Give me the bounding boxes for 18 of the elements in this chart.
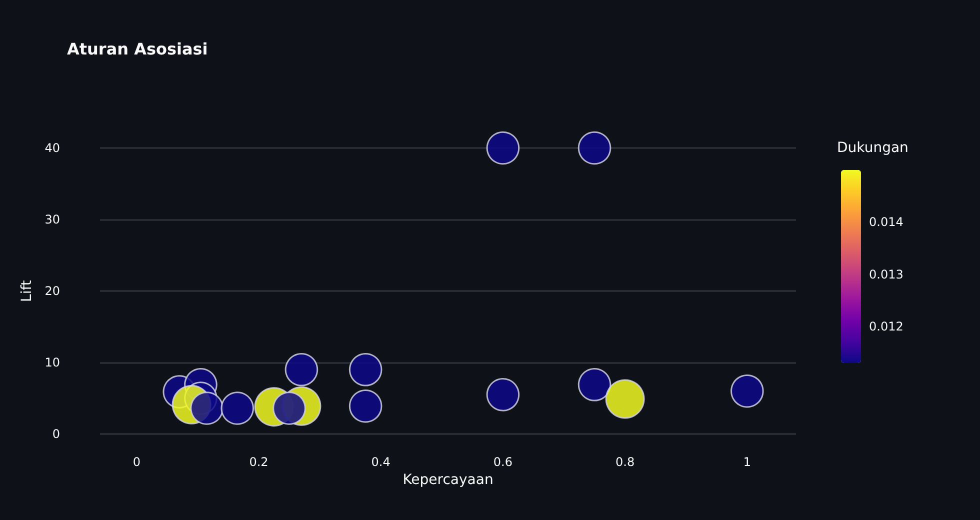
y-tick-label: 10 [44, 356, 60, 370]
color-bar-label: 0.013 [869, 267, 904, 282]
y-tick-label: 0 [52, 427, 60, 441]
x-tick-label: 0.8 [616, 455, 635, 469]
y-tick-label: 20 [44, 284, 60, 298]
x-tick-label: 0.4 [371, 455, 390, 469]
chart-title: Aturan Asosiasi [67, 40, 208, 58]
color-bar-title: Dukungan [837, 140, 908, 156]
x-tick-label: 0.6 [493, 455, 512, 469]
y-tick-label: 40 [44, 141, 60, 155]
x-tick-label: 0.2 [249, 455, 268, 469]
y-tick-label: 30 [44, 212, 60, 226]
x-tick-label: 0 [132, 455, 140, 469]
x-tick-label: 1 [743, 455, 751, 469]
x-axis-title: Kepercayaan [402, 472, 494, 488]
color-bar-label: 0.012 [869, 319, 904, 334]
y-axis-title: Lift [18, 280, 35, 302]
color-bar-label: 0.014 [869, 215, 904, 230]
